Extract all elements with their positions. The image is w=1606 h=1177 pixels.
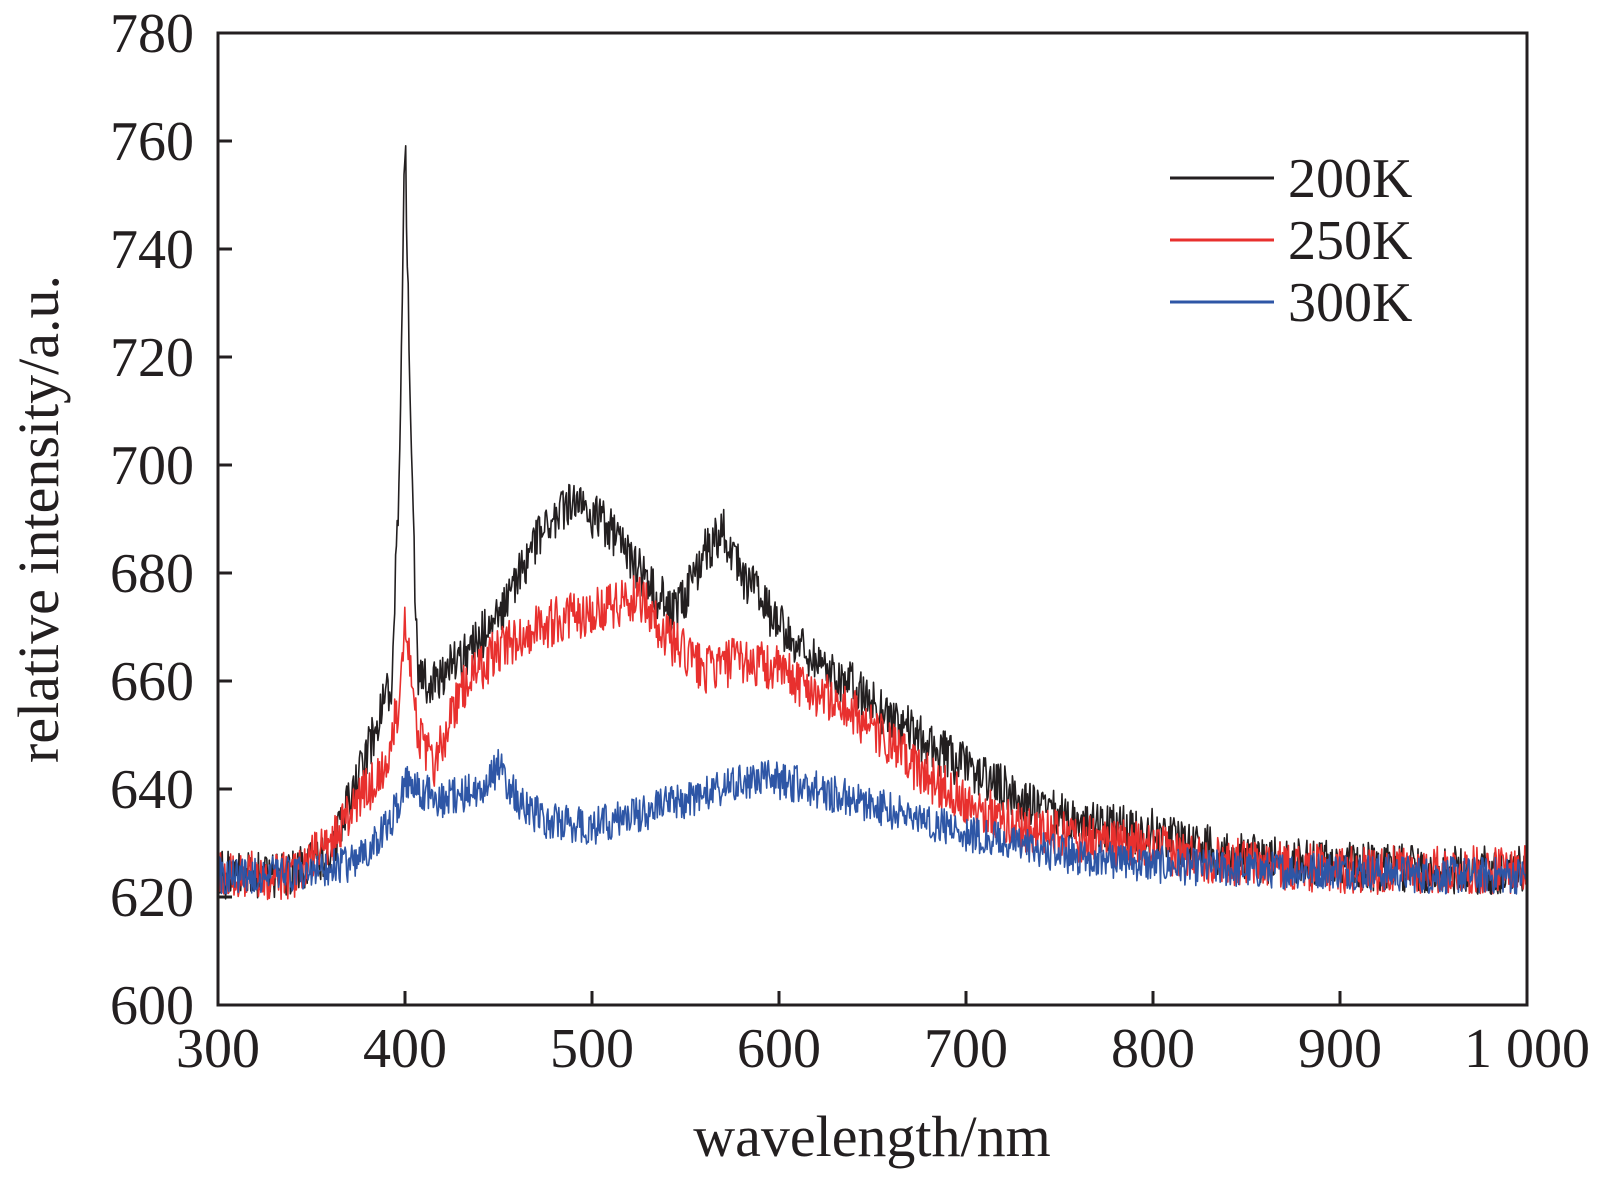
series-line-300K (217, 748, 1528, 895)
y-tick-label: 780 (110, 3, 194, 65)
y-tick-label: 680 (110, 543, 194, 605)
x-tick-label: 800 (1111, 1018, 1195, 1080)
x-axis: 300 400 500 600 700 800 900 1 000 (176, 991, 1590, 1080)
series-line-250K (217, 575, 1528, 901)
y-tick-label: 660 (110, 651, 194, 713)
y-tick-label: 600 (110, 975, 194, 1037)
y-tick-label: 620 (110, 867, 194, 929)
x-tick-label: 1 000 (1464, 1018, 1590, 1080)
x-tick-label: 400 (363, 1018, 447, 1080)
x-tick-label: 700 (924, 1018, 1008, 1080)
y-tick-label: 700 (110, 435, 194, 497)
legend-label-250K: 250K (1288, 210, 1412, 272)
y-tick-label: 640 (110, 759, 194, 821)
x-tick-label: 900 (1298, 1018, 1382, 1080)
legend-label-200K: 200K (1288, 148, 1412, 210)
series-layer (217, 145, 1528, 901)
y-tick-label: 720 (110, 327, 194, 389)
x-axis-title: wavelength/nm (693, 1104, 1051, 1169)
x-tick-label: 500 (550, 1018, 634, 1080)
legend-label-300K: 300K (1288, 272, 1412, 334)
y-tick-label: 740 (110, 219, 194, 281)
y-axis-title: relative intensity/a.u. (6, 275, 71, 763)
x-tick-label: 300 (176, 1018, 260, 1080)
y-tick-label: 760 (110, 111, 194, 173)
x-tick-label: 600 (737, 1018, 821, 1080)
plot-frame (216, 31, 1529, 1007)
y-axis: 600 620 640 660 680 700 720 740 760 780 (110, 3, 232, 1037)
